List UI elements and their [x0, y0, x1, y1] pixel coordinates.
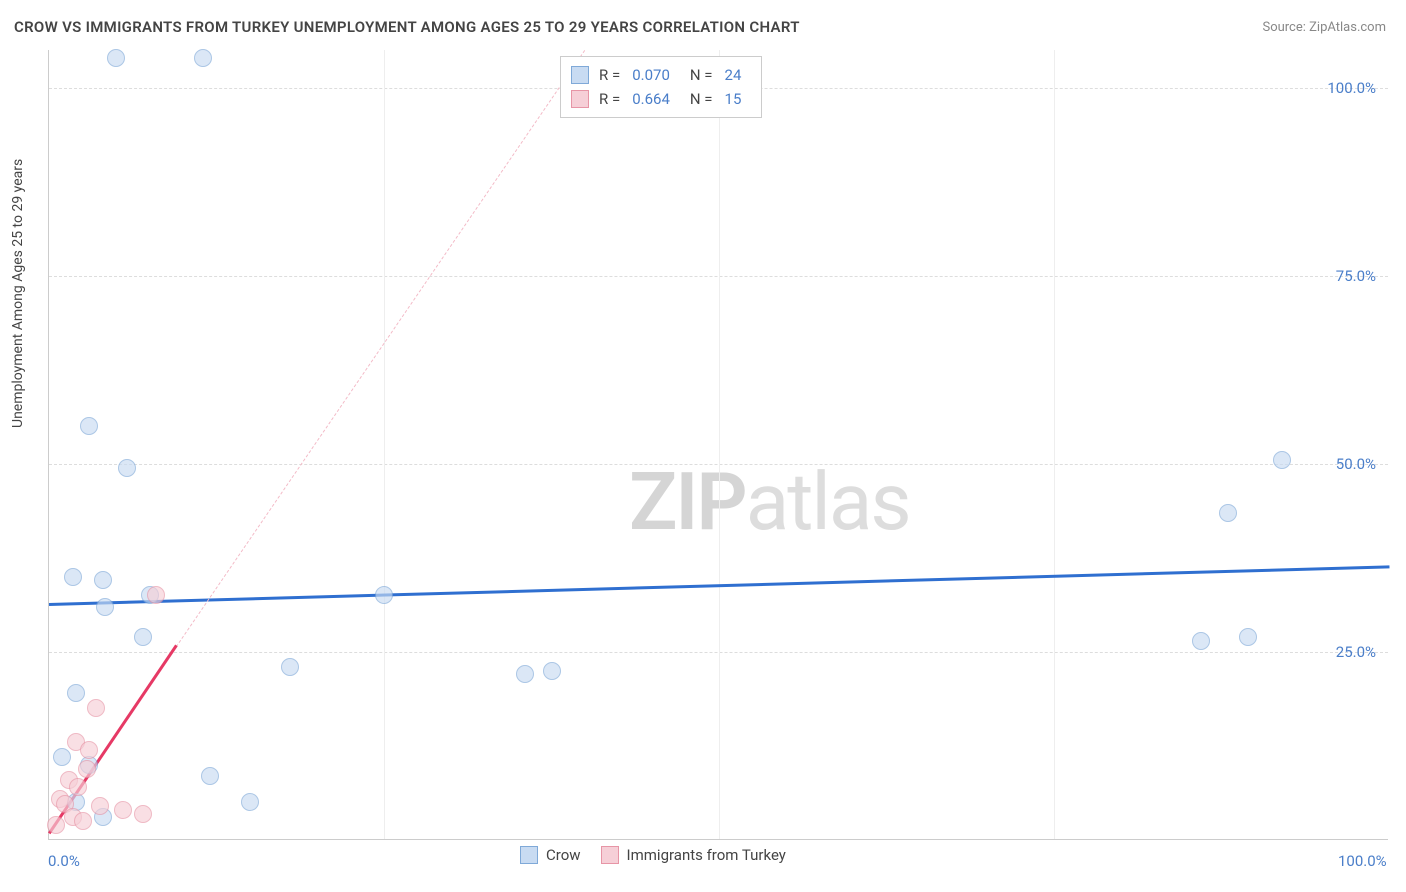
data-point [64, 568, 82, 586]
data-point [80, 741, 98, 759]
gridline-v [1054, 50, 1055, 839]
stat-n-value: 15 [725, 90, 742, 108]
data-point [1192, 632, 1210, 650]
series-swatch [571, 66, 589, 84]
data-point [1273, 451, 1291, 469]
legend-item: Immigrants from Turkey [601, 846, 786, 864]
y-axis-label: Unemployment Among Ages 25 to 29 years [10, 159, 26, 428]
stat-n-value: 24 [725, 66, 742, 84]
data-point [194, 49, 212, 67]
data-point [91, 797, 109, 815]
y-tick-label: 100.0% [1327, 79, 1376, 97]
data-point [107, 49, 125, 67]
data-point [78, 760, 96, 778]
data-point [241, 793, 259, 811]
legend-swatch [520, 846, 538, 864]
watermark: ZIPatlas [629, 455, 910, 549]
data-point [543, 662, 561, 680]
correlation-stats-box: R = 0.070 N = 24 R = 0.664 N = 15 [560, 56, 762, 118]
gridline-v [384, 50, 385, 839]
legend: Crow Immigrants from Turkey [520, 846, 786, 864]
stat-r-value: 0.664 [632, 90, 670, 108]
x-tick-label: 100.0% [1338, 852, 1387, 870]
data-point [96, 598, 114, 616]
legend-label: Crow [546, 846, 581, 864]
stat-n-label: N = [690, 66, 713, 84]
data-point [375, 586, 393, 604]
data-point [1239, 628, 1257, 646]
y-tick-label: 75.0% [1336, 267, 1376, 285]
gridline-v [719, 50, 720, 839]
legend-item: Crow [520, 846, 581, 864]
chart-title: CROW VS IMMIGRANTS FROM TURKEY UNEMPLOYM… [14, 18, 800, 36]
stats-row: R = 0.070 N = 24 [571, 63, 751, 87]
data-point [87, 699, 105, 717]
y-tick-label: 25.0% [1336, 643, 1376, 661]
data-point [47, 816, 65, 834]
data-point [1219, 504, 1237, 522]
watermark-bold: ZIP [629, 455, 746, 549]
data-point [114, 801, 132, 819]
data-point [74, 812, 92, 830]
x-tick-label: 0.0% [48, 852, 80, 870]
data-point [516, 665, 534, 683]
data-point [80, 417, 98, 435]
data-point [69, 778, 87, 796]
stat-n-label: N = [690, 90, 713, 108]
stat-r-label: R = [599, 90, 620, 108]
data-point [134, 805, 152, 823]
data-point [201, 767, 219, 785]
data-point [67, 684, 85, 702]
legend-label: Immigrants from Turkey [627, 846, 786, 864]
data-point [281, 658, 299, 676]
watermark-light: atlas [746, 455, 910, 549]
data-point [147, 586, 165, 604]
stats-row: R = 0.664 N = 15 [571, 87, 751, 111]
source-label: Source: ZipAtlas.com [1262, 20, 1386, 35]
data-point [118, 459, 136, 477]
data-point [94, 571, 112, 589]
legend-swatch [601, 846, 619, 864]
stat-r-label: R = [599, 66, 620, 84]
stat-r-value: 0.070 [632, 66, 670, 84]
plot-area: ZIPatlas 25.0% 50.0% 75.0% 100.0% [48, 50, 1388, 840]
data-point [134, 628, 152, 646]
y-tick-label: 50.0% [1336, 455, 1376, 473]
series-swatch [571, 90, 589, 108]
data-point [53, 748, 71, 766]
